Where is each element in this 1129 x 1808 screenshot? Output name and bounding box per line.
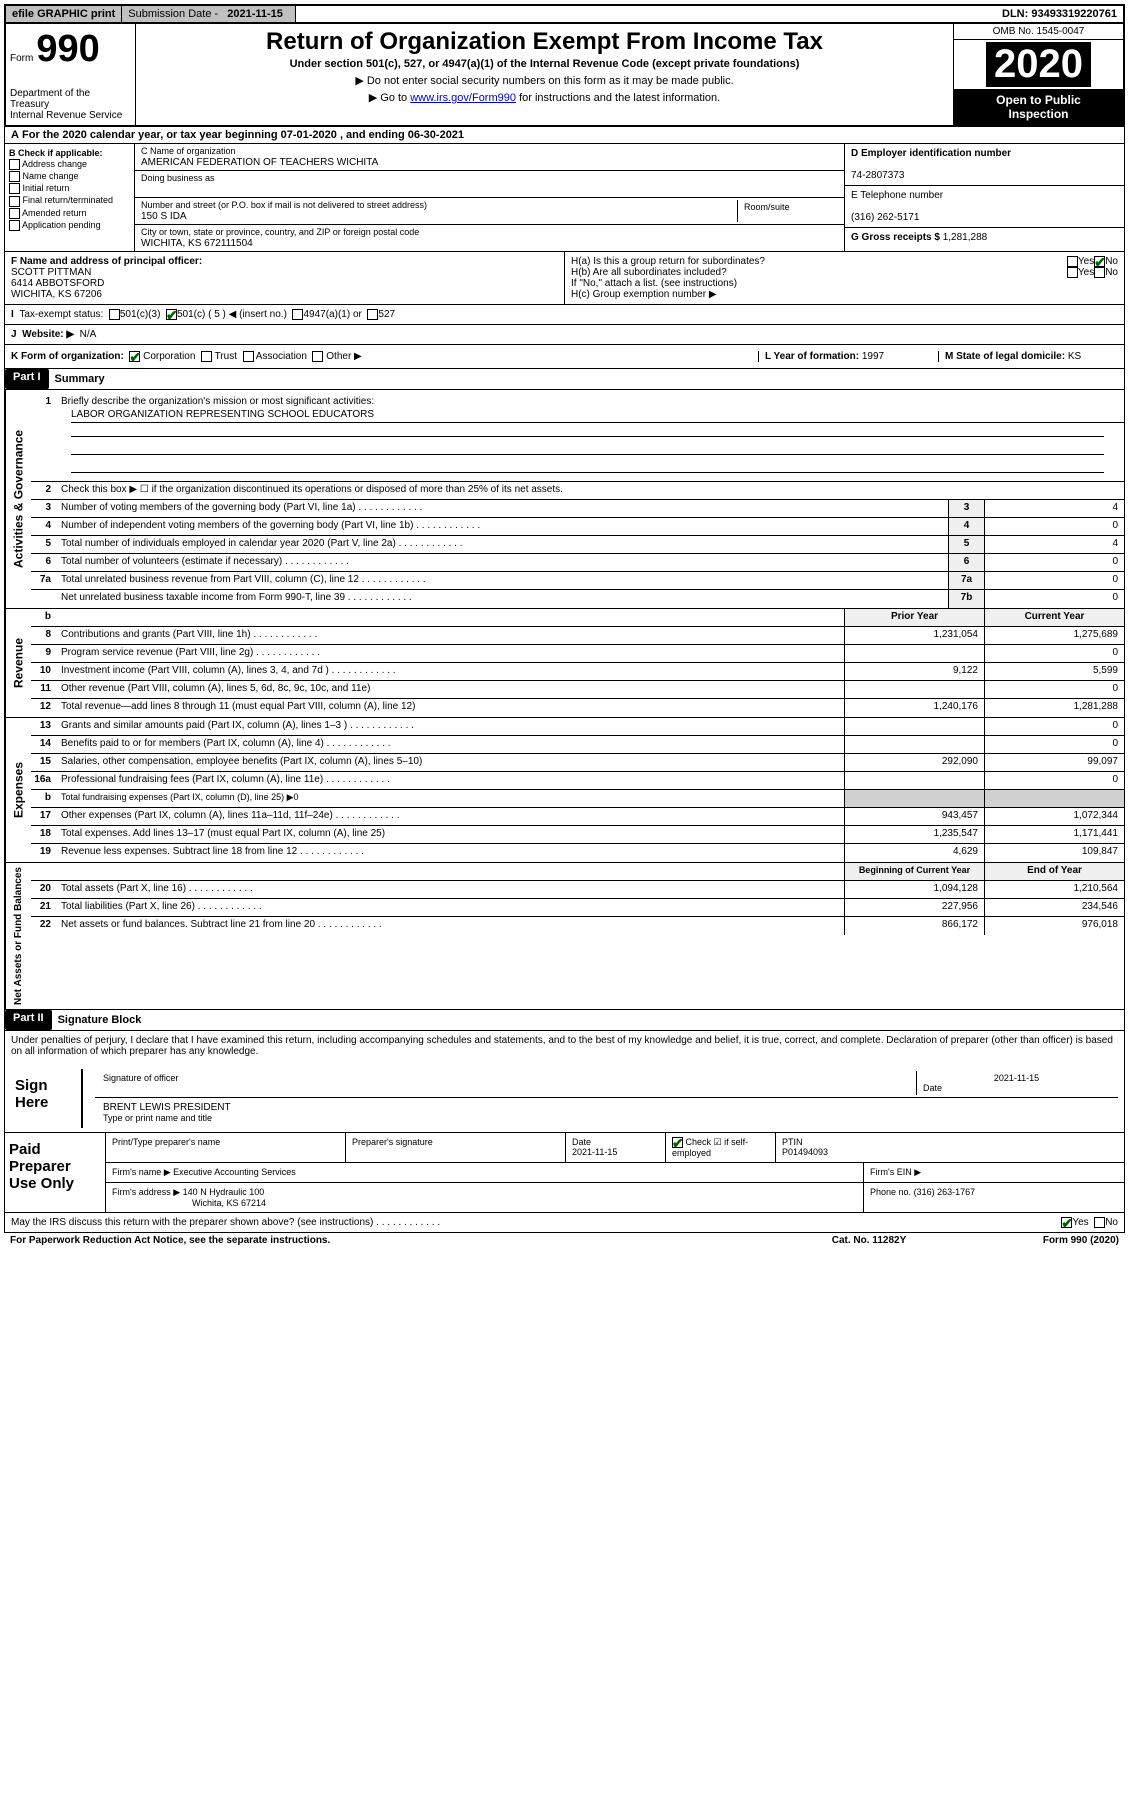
room-suite: Room/suite [738, 200, 838, 222]
sign-here-label: Sign Here [11, 1069, 81, 1128]
officer-signature-line[interactable]: Signature of officer 2021-11-15 Date [95, 1069, 1118, 1098]
phone: E Telephone number (316) 262-5171 [845, 186, 1124, 228]
group-return: H(a) Is this a group return for subordin… [565, 252, 1124, 304]
irs-discuss-row: May the IRS discuss this return with the… [4, 1213, 1125, 1233]
submission-date-label: Submission Date - 2021-11-15 [121, 6, 296, 22]
cb-501c[interactable] [166, 309, 177, 320]
city-state: City or town, state or province, country… [135, 225, 844, 251]
form990-link[interactable]: www.irs.gov/Form990 [410, 92, 516, 104]
cb-final-return[interactable]: Final return/terminated [9, 195, 130, 206]
cb-assoc[interactable] [243, 351, 254, 362]
cb-527[interactable] [367, 309, 378, 320]
principal-officer: F Name and address of principal officer:… [5, 252, 565, 304]
ein: D Employer identification number 74-2807… [845, 144, 1124, 186]
entity-header-grid: B Check if applicable: Address change Na… [4, 144, 1125, 252]
cb-initial-return[interactable]: Initial return [9, 183, 130, 194]
col-c: C Name of organization AMERICAN FEDERATI… [135, 144, 844, 251]
col-b: B Check if applicable: Address change Na… [5, 144, 135, 251]
cb-address-change[interactable]: Address change [9, 159, 130, 170]
paid-preparer: Paid Preparer Use Only Print/Type prepar… [4, 1133, 1125, 1213]
cb-app-pending[interactable]: Application pending [9, 220, 130, 231]
cb-trust[interactable] [201, 351, 212, 362]
cb-ha-yes[interactable] [1067, 256, 1078, 267]
part2-header: Part II Signature Block [4, 1010, 1125, 1031]
net-assets-section: Net Assets or Fund Balances Beginning of… [4, 863, 1125, 1010]
cb-other[interactable] [312, 351, 323, 362]
page-container: efile GRAPHIC print Submission Date - 20… [0, 0, 1129, 1252]
part1-header: Part I Summary [4, 369, 1125, 390]
cb-hb-yes[interactable] [1067, 267, 1078, 278]
instructions-link-line: ▶ Go to www.irs.gov/Form990 for instruct… [140, 91, 949, 104]
cb-hb-no[interactable] [1094, 267, 1105, 278]
cb-discuss-yes[interactable] [1061, 1217, 1072, 1228]
cb-amended[interactable]: Amended return [9, 208, 130, 219]
col-d: D Employer identification number 74-2807… [844, 144, 1124, 251]
public-inspection: Open to Public Inspection [954, 89, 1123, 125]
page-footer: For Paperwork Reduction Act Notice, see … [4, 1233, 1125, 1248]
section-a: A For the 2020 calendar year, or tax yea… [4, 127, 1125, 144]
revenue-section: Revenue bPrior YearCurrent Year 8Contrib… [4, 609, 1125, 718]
tax-year: 2020 [986, 42, 1091, 87]
top-bar: efile GRAPHIC print Submission Date - 20… [4, 4, 1125, 24]
form-number-cell: Form 990 Department of the Treasury Inte… [6, 24, 136, 125]
cb-corp[interactable] [129, 351, 140, 362]
department: Department of the Treasury Internal Reve… [10, 88, 131, 121]
governance-section: Activities & Governance 1Briefly describ… [4, 390, 1125, 609]
title-cell: Return of Organization Exempt From Incom… [136, 24, 953, 125]
street-address: Number and street (or P.O. box if mail i… [141, 200, 738, 222]
cb-name-change[interactable]: Name change [9, 171, 130, 182]
org-name: C Name of organization AMERICAN FEDERATI… [135, 144, 844, 171]
cb-discuss-no[interactable] [1094, 1217, 1105, 1228]
year-cell: OMB No. 1545-0047 2020 Open to Public In… [953, 24, 1123, 125]
cb-501c3[interactable] [109, 309, 120, 320]
form-number: 990 [36, 28, 99, 70]
website-row: J Website: ▶ N/A [4, 325, 1125, 345]
expenses-section: Expenses 13Grants and similar amounts pa… [4, 718, 1125, 863]
tax-exempt-status: I Tax-exempt status: 501(c)(3) 501(c) ( … [4, 305, 1125, 325]
efile-label[interactable]: efile GRAPHIC print [6, 6, 121, 22]
form-title: Return of Organization Exempt From Incom… [140, 28, 949, 56]
form-header: Form 990 Department of the Treasury Inte… [4, 24, 1125, 127]
dba: Doing business as [135, 171, 844, 198]
row-fh: F Name and address of principal officer:… [4, 252, 1125, 305]
signature-block: Under penalties of perjury, I declare th… [4, 1031, 1125, 1133]
mission-text: LABOR ORGANIZATION REPRESENTING SCHOOL E… [71, 409, 1124, 423]
dln: DLN: 93493319220761 [996, 6, 1123, 22]
cb-self-employed[interactable] [672, 1137, 683, 1148]
cb-4947[interactable] [292, 309, 303, 320]
row-k: K Form of organization: Corporation Trus… [4, 345, 1125, 369]
gross-receipts: G Gross receipts $ 1,281,288 [845, 228, 1124, 247]
cb-ha-no[interactable] [1094, 256, 1105, 267]
